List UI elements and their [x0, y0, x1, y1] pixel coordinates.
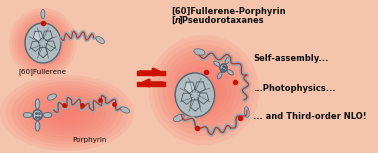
Circle shape: [184, 83, 194, 94]
Circle shape: [175, 73, 215, 117]
Text: Self-assembly...: Self-assembly...: [253, 54, 328, 62]
Ellipse shape: [174, 114, 184, 122]
Ellipse shape: [47, 94, 56, 100]
Ellipse shape: [0, 75, 134, 151]
Text: [: [: [172, 16, 175, 25]
Ellipse shape: [217, 72, 222, 79]
Ellipse shape: [23, 112, 32, 118]
Ellipse shape: [225, 57, 230, 64]
Circle shape: [26, 24, 58, 60]
Ellipse shape: [153, 40, 255, 140]
Ellipse shape: [244, 107, 249, 117]
Ellipse shape: [177, 75, 216, 119]
Ellipse shape: [227, 70, 233, 75]
Ellipse shape: [96, 36, 104, 44]
Circle shape: [24, 22, 60, 62]
Circle shape: [176, 74, 212, 114]
Circle shape: [174, 72, 214, 116]
Text: ... and Third-order NLO!: ... and Third-order NLO!: [253, 112, 367, 121]
Ellipse shape: [214, 61, 220, 66]
Circle shape: [25, 23, 61, 63]
Ellipse shape: [6, 78, 129, 148]
Circle shape: [29, 27, 56, 57]
Ellipse shape: [194, 49, 205, 55]
Text: ...Photophysics...: ...Photophysics...: [253, 84, 336, 93]
Ellipse shape: [121, 107, 130, 113]
Ellipse shape: [149, 35, 259, 145]
Circle shape: [220, 64, 227, 72]
Ellipse shape: [9, 8, 77, 78]
Circle shape: [179, 77, 209, 110]
Ellipse shape: [43, 112, 52, 118]
Text: [60]Fullerene: [60]Fullerene: [19, 68, 67, 75]
Text: n: n: [174, 16, 180, 25]
Circle shape: [33, 32, 42, 42]
Circle shape: [33, 110, 42, 120]
Text: ]Pseudorotaxanes: ]Pseudorotaxanes: [178, 16, 263, 25]
Ellipse shape: [12, 11, 74, 75]
Ellipse shape: [27, 25, 63, 65]
Text: Porphyrin: Porphyrin: [72, 137, 107, 143]
Ellipse shape: [35, 121, 40, 131]
Text: [60]Fullerene-Porphyrin: [60]Fullerene-Porphyrin: [172, 7, 286, 16]
Ellipse shape: [35, 99, 40, 109]
Ellipse shape: [41, 9, 45, 19]
